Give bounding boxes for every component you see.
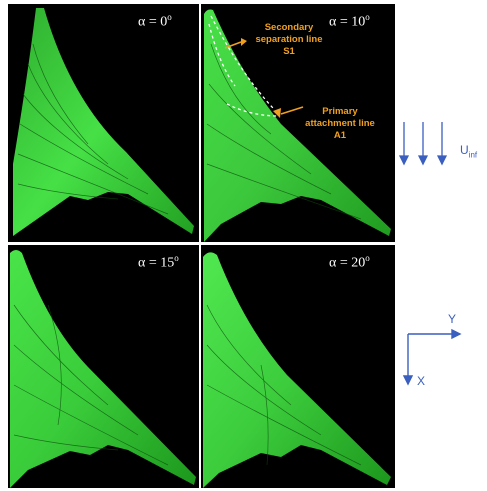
secondary-separation-line [210,15,274,109]
arrow-icon [224,41,242,49]
primary-attachment-line [226,103,280,117]
alpha-label: α = 0o [138,12,172,30]
alpha-label: α = 15o [138,253,179,271]
oil-flow-panel-alpha-0: α = 0o [8,4,199,242]
freestream-velocity-label: Uinf [460,143,478,160]
wing-oil-flow-image [203,252,391,488]
alpha-label: α = 10o [329,12,370,30]
freestream-arrows-icon [398,122,448,166]
secondary-separation-line [208,23,236,87]
primary-attachment-annotation: Primary attachment line A1 [305,106,375,141]
wing-oil-flow-image [13,8,194,236]
secondary-separation-annotation: Secondary separation line S1 [255,22,323,57]
wing-oil-flow-image [204,9,391,242]
coordinate-axes-icon [402,328,462,386]
oil-flow-panel-alpha-10: α = 10o Secondary separation line S1 Pri… [201,4,395,242]
oil-flow-panel-alpha-20: α = 20o [201,245,395,488]
axis-x-label: X [417,374,426,388]
alpha-label: α = 20o [329,253,370,271]
oil-flow-panel-alpha-15: α = 15o [8,245,199,488]
arrow-head-icon [241,38,247,46]
arrow-head-icon [273,108,281,118]
arrow-icon [280,106,304,115]
wing-oil-flow-image [10,250,196,488]
axis-y-label: Y [448,312,457,326]
